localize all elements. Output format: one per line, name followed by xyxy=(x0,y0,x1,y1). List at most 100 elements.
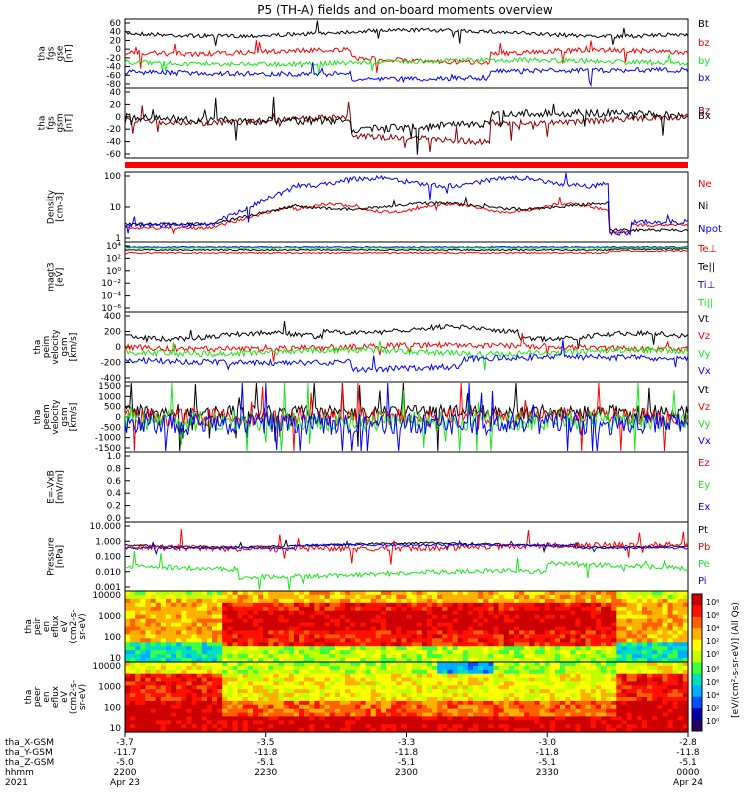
heatmap-cell xyxy=(360,614,367,620)
heatmap-cell xyxy=(677,606,684,612)
heatmap-cell xyxy=(682,673,689,679)
heatmap-cell xyxy=(621,704,628,710)
heatmap-cell xyxy=(641,697,648,702)
heatmap-cell xyxy=(130,598,136,604)
heatmap-cell xyxy=(473,606,479,612)
heatmap-cell xyxy=(171,662,177,667)
heatmap-cell xyxy=(135,697,141,702)
heatmap-cell xyxy=(324,693,331,698)
heatmap-cell xyxy=(641,673,648,679)
heatmap-cell xyxy=(222,669,228,675)
heatmap-cell xyxy=(508,654,515,659)
heatmap-cell xyxy=(539,712,546,718)
heatmap-cell xyxy=(319,677,326,683)
heatmap-cell xyxy=(135,704,141,710)
heatmap-cell xyxy=(299,665,305,671)
heatmap-cell xyxy=(155,654,162,659)
heatmap-cell xyxy=(140,681,147,686)
heatmap-cell xyxy=(186,602,193,608)
heatmap-cell xyxy=(242,669,249,675)
heatmap-cell xyxy=(657,728,663,733)
heatmap-cell xyxy=(288,700,295,706)
heatmap-cell xyxy=(411,658,418,663)
heatmap-cell xyxy=(217,665,223,671)
heatmap-cell xyxy=(160,591,167,596)
heatmap-cell xyxy=(539,662,546,667)
heatmap-cell xyxy=(493,720,500,725)
heatmap-cell xyxy=(237,614,244,620)
y-tick-label: -40 xyxy=(106,138,121,148)
heatmap-cell xyxy=(570,591,576,596)
heatmap-cell xyxy=(160,658,167,663)
heatmap-cell xyxy=(391,712,397,718)
heatmap-cell xyxy=(667,720,674,725)
heatmap-cell xyxy=(427,610,433,616)
heatmap-cell xyxy=(165,606,172,612)
heatmap-cell xyxy=(299,598,305,604)
heatmap-cell xyxy=(350,591,356,596)
heatmap-cell xyxy=(278,677,285,683)
heatmap-cell xyxy=(524,626,530,631)
y-tick-label: 10 xyxy=(110,654,122,664)
heatmap-cell xyxy=(191,591,198,596)
heatmap-cell xyxy=(201,693,208,698)
heatmap-cell xyxy=(247,598,254,604)
heatmap-cell xyxy=(242,681,249,686)
heatmap-cell xyxy=(524,602,530,608)
series-Ni-line xyxy=(124,196,689,233)
heatmap-cell xyxy=(334,594,341,600)
heatmap-cell xyxy=(636,689,643,694)
heatmap-cell xyxy=(411,591,418,596)
heatmap-cell xyxy=(212,716,218,721)
heatmap-cell xyxy=(165,665,172,671)
heatmap-cell xyxy=(611,650,617,655)
heatmap-cell xyxy=(580,634,587,639)
heatmap-cell xyxy=(529,716,535,721)
heatmap-cell xyxy=(319,650,326,655)
heatmap-cell xyxy=(447,591,454,596)
heatmap-cell xyxy=(191,658,198,663)
heatmap-cell xyxy=(554,697,561,702)
heatmap-cell xyxy=(595,654,602,659)
heatmap-cell xyxy=(473,602,479,608)
heatmap-cell xyxy=(411,622,418,628)
heatmap-cell xyxy=(360,716,367,721)
heatmap-cell xyxy=(503,638,510,643)
heatmap-cell xyxy=(621,700,628,706)
heatmap-cell xyxy=(508,594,515,600)
heatmap-cell xyxy=(176,716,182,721)
heatmap-cell xyxy=(580,642,587,647)
heatmap-cell xyxy=(165,622,172,628)
heatmap-cell xyxy=(585,610,592,616)
heatmap-cell xyxy=(534,673,541,679)
heatmap-cell xyxy=(611,704,617,710)
heatmap-cell xyxy=(370,716,377,721)
series-Bt-line xyxy=(124,20,689,46)
heatmap-cell xyxy=(493,673,500,679)
heatmap-cell xyxy=(171,646,177,651)
heatmap-cell xyxy=(636,630,643,635)
heatmap-cell xyxy=(350,700,356,706)
heatmap-cell xyxy=(165,598,172,604)
heatmap-cell xyxy=(427,704,433,710)
heatmap-cell xyxy=(150,638,157,643)
heatmap-cell xyxy=(636,622,643,628)
heatmap-cell xyxy=(498,630,505,635)
heatmap-cell xyxy=(309,598,315,604)
heatmap-cell xyxy=(334,642,341,647)
heatmap-cell xyxy=(278,693,285,698)
heatmap-cell xyxy=(580,606,587,612)
heatmap-cell xyxy=(212,650,218,655)
heatmap-cell xyxy=(386,673,392,679)
heatmap-cell xyxy=(268,669,274,675)
heatmap-cell xyxy=(503,669,510,675)
heatmap-cell xyxy=(677,638,684,643)
heatmap-cell xyxy=(314,602,321,608)
heatmap-cell xyxy=(595,630,602,635)
heatmap-cell xyxy=(447,658,454,663)
heatmap-cell xyxy=(340,662,346,667)
heatmap-cell xyxy=(217,591,223,596)
heatmap-cell xyxy=(570,626,576,631)
heatmap-cell xyxy=(278,606,285,612)
